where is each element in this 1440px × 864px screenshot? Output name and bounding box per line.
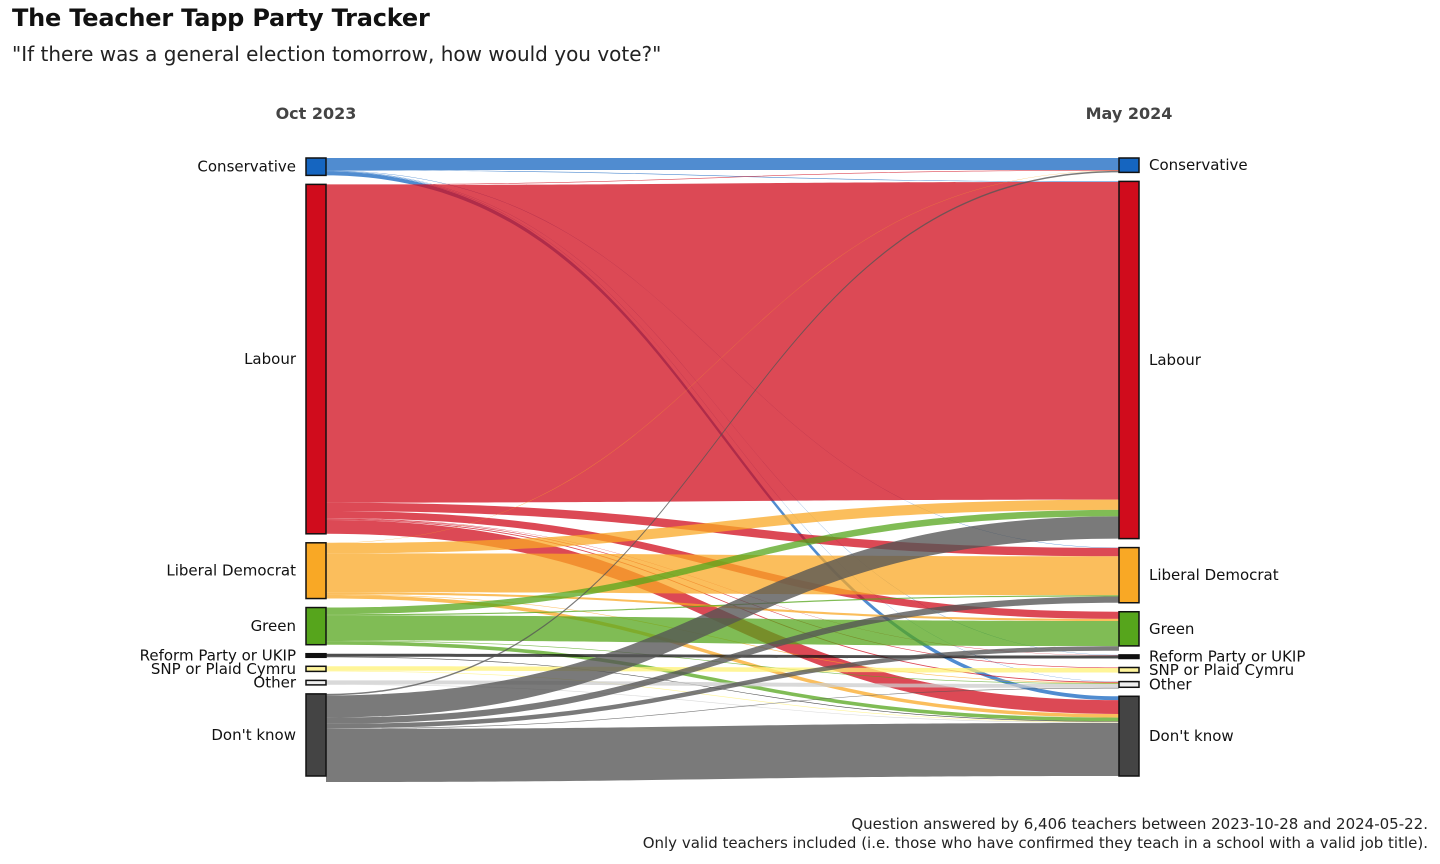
node-right-liberal-democrat <box>1118 546 1140 604</box>
node-layer <box>305 157 1140 777</box>
node-left-liberal-democrat <box>305 542 327 600</box>
node-left-reform-party-or-ukip <box>305 652 327 659</box>
chart-subtitle: "If there was a general election tomorro… <box>12 42 662 66</box>
stage-label-right: May 2024 <box>1086 104 1173 123</box>
node-right-other <box>1118 680 1140 689</box>
node-right-conservative <box>1118 157 1140 174</box>
flow-don-t-know-to-other <box>326 687 1119 729</box>
label-left-reform-party-or-ukip: Reform Party or UKIP <box>140 647 296 665</box>
flow-liberal-democrat-to-labour <box>326 499 1119 554</box>
label-left-conservative: Conservative <box>197 158 296 176</box>
node-left-other <box>305 679 327 686</box>
label-right-don-t-know: Don't know <box>1149 727 1234 745</box>
flow-snp-or-plaid-cymru-to-snp-or-plaid-cymru <box>326 666 1119 673</box>
node-right-reform-party-or-ukip <box>1118 654 1140 660</box>
label-right-green: Green <box>1149 620 1194 638</box>
node-left-green <box>305 606 327 646</box>
flow-don-t-know-to-conservative <box>326 170 1119 696</box>
label-left-labour: Labour <box>244 350 297 368</box>
label-left-other: Other <box>253 674 296 692</box>
flow-don-t-know-to-liberal-democrat <box>326 596 1119 724</box>
node-left-conservative <box>305 157 327 177</box>
node-left-labour <box>305 183 327 535</box>
caption-line-2: Only valid teachers included (i.e. those… <box>642 834 1428 852</box>
flow-green-to-green <box>326 615 1119 647</box>
flow-green-to-don-t-know <box>326 641 1119 722</box>
flow-labour-to-conservative <box>326 169 1119 185</box>
flow-don-t-know-to-green <box>326 646 1119 729</box>
node-left-snp-or-plaid-cymru <box>305 665 327 673</box>
node-right-labour <box>1118 180 1140 540</box>
flow-green-to-liberal-democrat <box>326 595 1119 616</box>
label-right-labour: Labour <box>1149 351 1202 369</box>
label-left-don-t-know: Don't know <box>211 726 296 744</box>
chart-title: The Teacher Tapp Party Tracker <box>12 4 430 32</box>
label-layer: Oct 2023 May 2024 Conservative Labour Libe… <box>140 104 1306 745</box>
label-left-snp-or-plaid-cymru: SNP or Plaid Cymru <box>151 660 296 678</box>
flow-other-to-don-t-know <box>326 684 1119 723</box>
flow-conservative-to-conservative <box>326 158 1119 170</box>
flow-green-to-labour <box>326 509 1119 615</box>
label-left-liberal-democrat: Liberal Democrat <box>166 562 296 580</box>
flow-don-t-know-to-labour <box>326 516 1119 718</box>
label-right-reform-party-or-ukip: Reform Party or UKIP <box>1149 648 1305 666</box>
flow-snp-or-plaid-cymru-to-don-t-know <box>326 670 1119 723</box>
node-right-green <box>1118 610 1140 647</box>
flow-liberal-democrat-to-liberal-democrat <box>326 553 1119 596</box>
label-right-other: Other <box>1149 675 1192 693</box>
flow-layer <box>326 158 1119 782</box>
label-right-conservative: Conservative <box>1149 156 1248 174</box>
node-right-snp-or-plaid-cymru <box>1118 666 1140 674</box>
caption-line-1: Question answered by 6,406 teachers betw… <box>851 815 1428 833</box>
flow-don-t-know-to-don-t-know <box>326 722 1119 782</box>
flow-liberal-democrat-to-conservative <box>326 170 1119 544</box>
flow-labour-to-labour <box>326 181 1119 503</box>
label-left-green: Green <box>251 617 296 635</box>
stage-label-left: Oct 2023 <box>276 104 357 123</box>
label-right-liberal-democrat: Liberal Democrat <box>1149 566 1279 584</box>
flow-conservative-to-labour <box>326 169 1119 182</box>
node-right-don-t-know <box>1118 695 1140 777</box>
flow-labour-to-other <box>326 519 1119 683</box>
label-right-snp-or-plaid-cymru: SNP or Plaid Cymru <box>1149 661 1294 679</box>
node-left-don-t-know <box>305 693 327 777</box>
